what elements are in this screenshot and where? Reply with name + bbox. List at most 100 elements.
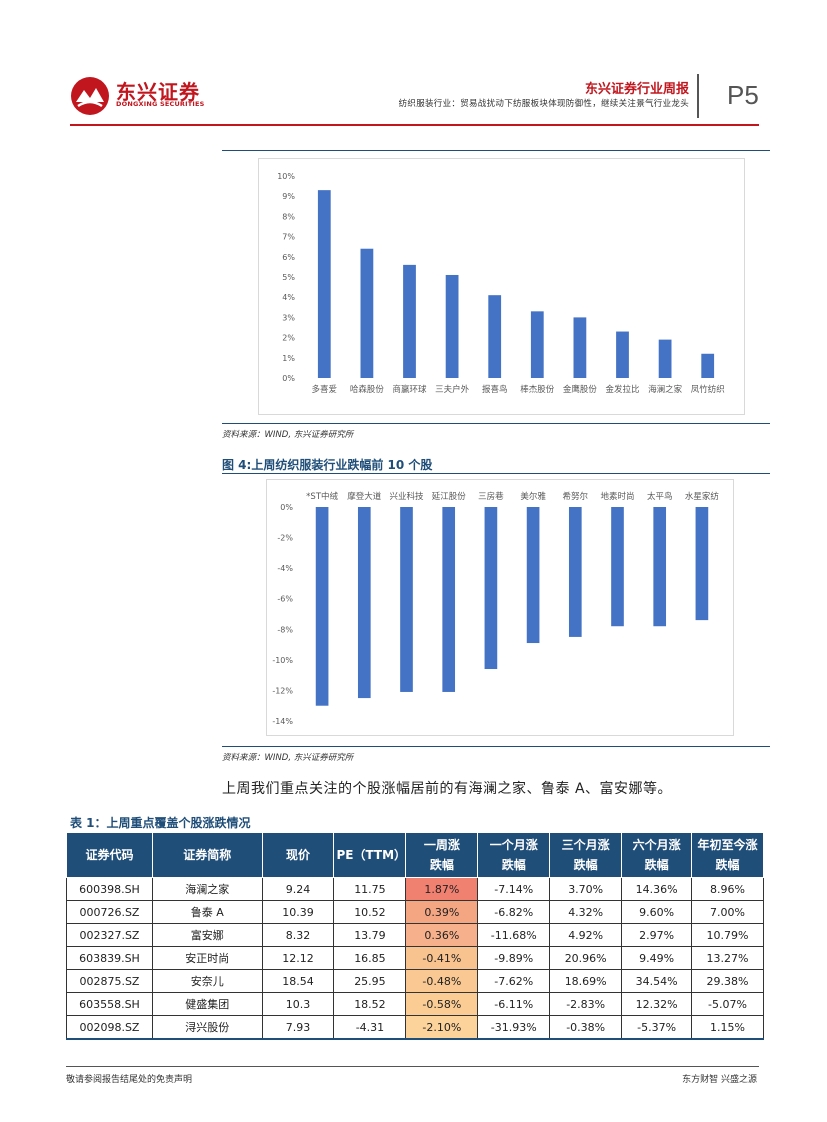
header-rule xyxy=(70,124,759,126)
cell-week-change: -0.48% xyxy=(405,969,479,993)
footer-slogan: 东方财智 兴盛之源 xyxy=(682,1075,757,1085)
stock-performance-table: 证券代码 证券简称 现价 PE（TTM） 一周涨 跌幅 一个月涨 跌幅 三个月涨 跌幅… xyxy=(66,832,764,1040)
bar xyxy=(442,507,456,692)
cell-code: 002327.SZ xyxy=(66,923,153,947)
table-row: 002098.SZ 浔兴股份 7.93 -4.31 -2.10% -31.93% -0.38… xyxy=(66,1015,764,1040)
cell-pe: 13.79 xyxy=(333,923,407,947)
y-tick-label: 6% xyxy=(282,253,295,262)
x-category-label: 兴业科技 xyxy=(389,491,424,502)
cell-3month-change: 20.96% xyxy=(549,946,623,970)
chart-top-rule xyxy=(222,150,770,151)
footer-rule xyxy=(66,1066,759,1067)
header-ytd-change: 年初至今涨 跌幅 xyxy=(691,832,764,878)
y-tick-label: 4% xyxy=(282,293,295,302)
figure-4-title: 图 4:上周纺织服装行业跌幅前 10 个股 xyxy=(222,458,433,472)
y-tick-label: 1% xyxy=(282,354,295,363)
cell-price: 10.3 xyxy=(261,992,335,1016)
top-gainers-chart: 0% 1% 2% 3% 4% 5% 6% 7% 8% 9% 10% 多喜爱 哈森股份 商赢环球 三夫户外 报喜… xyxy=(277,172,725,395)
cell-3month-change: 4.92% xyxy=(549,923,623,947)
bar xyxy=(530,311,544,378)
x-category-label: 商赢环球 xyxy=(392,384,427,395)
bar xyxy=(658,339,672,378)
cell-ytd-change: 13.27% xyxy=(691,946,764,970)
cell-week-change: -2.10% xyxy=(405,1015,479,1040)
chart-top-frame: 0% 1% 2% 3% 4% 5% 6% 7% 8% 9% 10% 多喜爱 哈森股份 商赢环球 三夫户外 报喜… xyxy=(258,158,745,415)
cell-pe: 11.75 xyxy=(333,877,407,901)
y-tick-label: -10% xyxy=(272,656,293,665)
top-losers-chart: 0% -2% -4% -6% -8% -10% -12% -14% *ST中绒 摩登大道 兴业科技延… xyxy=(272,491,720,726)
cell-month-change: -6.82% xyxy=(477,900,551,924)
cell-week-change: -0.41% xyxy=(405,946,479,970)
y-tick-label: 9% xyxy=(282,192,295,201)
y-tick-label: 0% xyxy=(280,503,293,512)
cell-code: 603839.SH xyxy=(66,946,153,970)
cell-code: 002875.SZ xyxy=(66,969,153,993)
cell-price: 18.54 xyxy=(261,969,335,993)
cell-name: 浔兴股份 xyxy=(151,1015,263,1040)
y-tick-label: -14% xyxy=(272,717,293,726)
y-tick-label: -2% xyxy=(277,534,293,543)
x-category-label: 海澜之家 xyxy=(648,384,683,395)
x-category-label: 棒杰股份 xyxy=(520,384,555,395)
cell-code: 600398.SH xyxy=(66,877,153,901)
cell-name: 鲁泰 A xyxy=(151,900,263,924)
cell-6month-change: -5.37% xyxy=(621,1015,693,1040)
x-category-label: 哈森股份 xyxy=(350,384,385,395)
bar xyxy=(400,507,413,692)
logo-text-cn: 东兴证券 xyxy=(116,80,200,104)
bar xyxy=(573,317,587,378)
cell-pe: 25.95 xyxy=(333,969,407,993)
x-category-label: 延江股份 xyxy=(432,491,467,502)
table-row: 002875.SZ 安奈儿 18.54 25.95 -0.48% -7.62% 18.69%… xyxy=(66,969,764,993)
cell-ytd-change: 1.15% xyxy=(691,1015,764,1040)
dongxing-logo-icon xyxy=(71,77,109,115)
cell-3month-change: 4.32% xyxy=(549,900,623,924)
table-row: 600398.SH 海澜之家 9.24 11.75 1.87% -7.14% 3.70% 14… xyxy=(66,877,764,901)
cell-name: 富安娜 xyxy=(151,923,263,947)
cell-ytd-change: -5.07% xyxy=(691,992,764,1016)
x-category-label: 三夫户外 xyxy=(435,384,470,395)
cell-3month-change: 3.70% xyxy=(549,877,623,901)
header-pe: PE（TTM） xyxy=(333,832,407,878)
y-tick-label: -12% xyxy=(272,686,293,695)
bar xyxy=(611,507,624,627)
cell-month-change: -11.68% xyxy=(477,923,551,947)
cell-ytd-change: 7.00% xyxy=(691,900,764,924)
y-tick-label: 0% xyxy=(282,374,295,383)
x-category-label: 希努尔 xyxy=(563,491,589,502)
y-tick-label: -8% xyxy=(277,625,293,634)
table-header-row: 证券代码 证券简称 现价 PE（TTM） 一周涨 跌幅 一个月涨 跌幅 三个月涨 跌幅… xyxy=(66,832,764,878)
bar xyxy=(484,507,498,670)
y-tick-label: 2% xyxy=(282,334,295,343)
cell-week-change: -0.58% xyxy=(405,992,479,1016)
chart-bottom-rule xyxy=(222,473,770,474)
body-paragraph: 上周我们重点关注的个股涨幅居前的有海澜之家、鲁泰 A、富安娜等。 xyxy=(222,781,673,797)
x-category-label: 金发拉比 xyxy=(605,384,639,395)
cell-6month-change: 2.97% xyxy=(621,923,693,947)
page-header: 东兴证券 DONGXING SECURITIES 东兴证券行业周报 纺织服装行业… xyxy=(0,0,827,130)
cell-price: 8.32 xyxy=(261,923,335,947)
bar xyxy=(616,331,629,378)
x-category-label: 太平鸟 xyxy=(647,491,673,502)
header-name: 证券简称 xyxy=(151,832,263,878)
header-code: 证券代码 xyxy=(66,832,153,878)
x-category-label: 水星家纺 xyxy=(685,491,720,502)
bar xyxy=(488,295,502,378)
cell-name: 健盛集团 xyxy=(151,992,263,1016)
cell-pe: 18.52 xyxy=(333,992,407,1016)
x-category-label: *ST中绒 xyxy=(306,491,338,502)
cell-3month-change: -2.83% xyxy=(549,992,623,1016)
cell-6month-change: 9.49% xyxy=(621,946,693,970)
chart-top-bottom-rule xyxy=(222,423,770,424)
cell-week-change: 1.87% xyxy=(405,877,479,901)
y-tick-label: 3% xyxy=(282,313,295,322)
cell-6month-change: 12.32% xyxy=(621,992,693,1016)
cell-month-change: -31.93% xyxy=(477,1015,551,1040)
cell-3month-change: -0.38% xyxy=(549,1015,623,1040)
bar xyxy=(695,507,709,621)
cell-code: 000726.SZ xyxy=(66,900,153,924)
x-category-label: 报喜鸟 xyxy=(482,384,508,395)
x-category-label: 凤竹纺织 xyxy=(691,384,725,395)
bar xyxy=(526,507,540,644)
cell-name: 安奈儿 xyxy=(151,969,263,993)
